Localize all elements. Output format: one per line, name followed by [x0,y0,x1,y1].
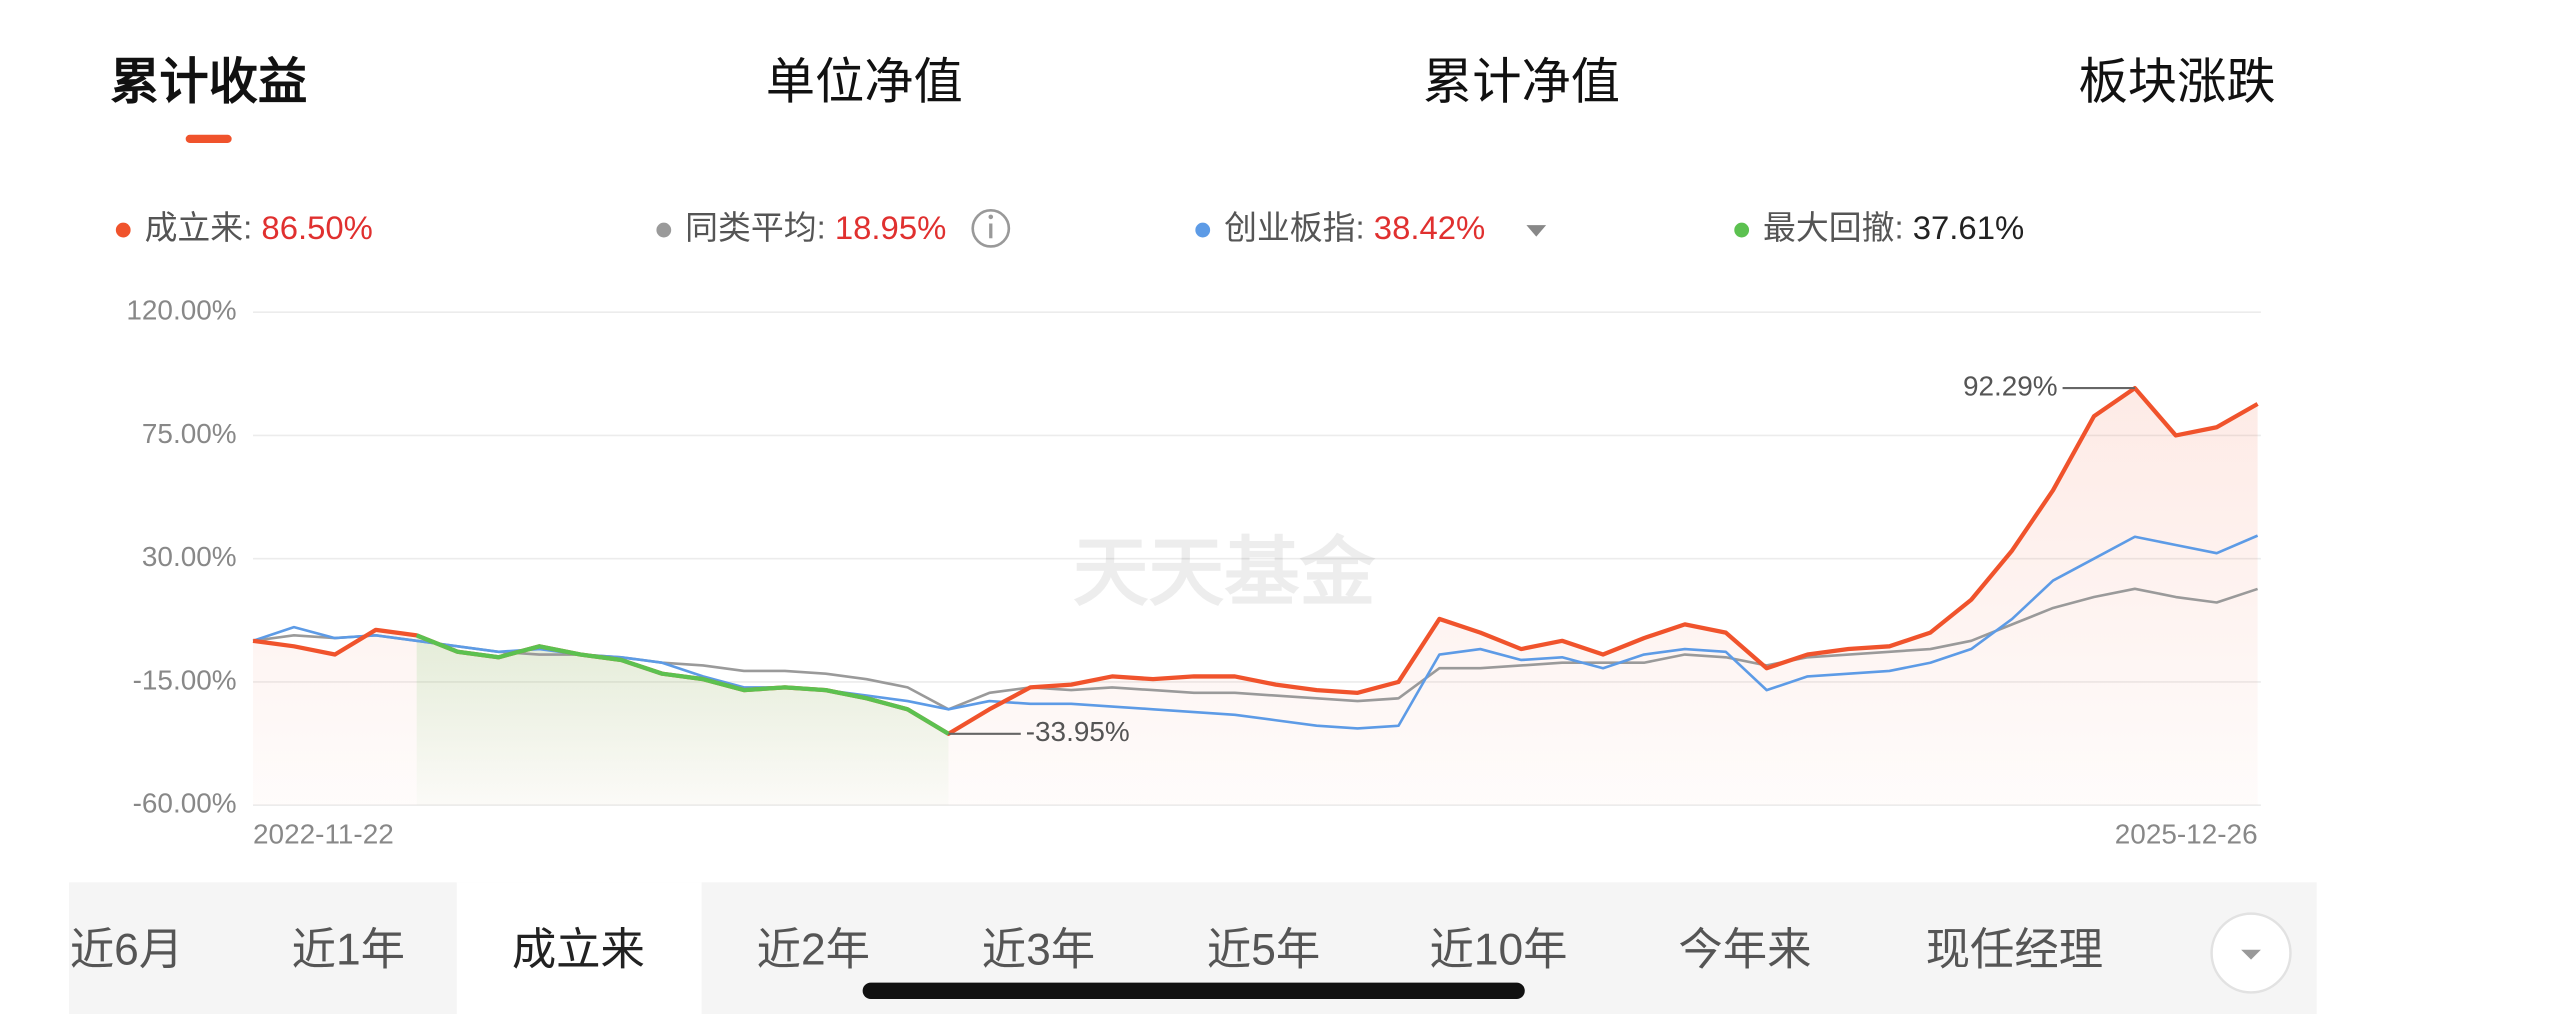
line [415,633,950,736]
period-tab[interactable]: 现任经理 [1926,926,2103,975]
legend-value: 37.61% [1913,209,2024,246]
legend-dot [656,222,672,238]
tab[interactable]: 累计净值 [1423,54,1620,109]
legend-dot [115,222,131,238]
period-tab[interactable]: 近6月 [70,926,183,975]
period-tab[interactable]: 近1年 [292,926,405,975]
legend-value: 86.50% [261,209,372,246]
dropdown-arrow[interactable] [1526,225,1547,237]
period-tab[interactable]: 近10年 [1429,926,1567,975]
legend-name: 同类平均 [685,209,816,246]
area-fill [416,635,949,806]
period-tab[interactable]: 近5年 [1207,926,1320,975]
period-more-arrow [2241,949,2261,960]
legend-dot [1195,222,1211,238]
legend-name: 最大回撤 [1763,209,1894,246]
y-tick-label: 120.00% [126,295,236,326]
annotation-label: -33.95% [1026,716,1130,747]
tab-underline [185,134,232,143]
legend-label: 成立来: 86.50% [145,209,373,246]
tab[interactable]: 单位净值 [766,54,963,109]
y-tick-label: 30.00% [142,541,237,572]
x-tick-label: 2025-12-26 [2115,819,2258,850]
y-tick-label: -15.00% [133,664,237,695]
home-indicator [862,982,1525,1000]
legend-dot [1734,222,1750,238]
tab[interactable]: 板块涨跌 [2079,54,2276,109]
legend-label: 同类平均: 18.95% [685,209,946,246]
period-tab[interactable]: 成立来 [512,926,645,975]
y-tick-label: 75.00% [142,418,237,449]
period-tab[interactable]: 近2年 [757,926,870,975]
y-tick-label: -60.00% [133,788,237,819]
legend-value: 38.42% [1374,209,1485,246]
info-icon[interactable] [971,209,1011,248]
legend-label: 创业板指: 38.42% [1224,209,1485,246]
period-tab[interactable]: 近3年 [982,926,1095,975]
watermark: 天天基金 [1073,531,1376,615]
period-active-bg [456,882,702,1014]
info-icon-dot [988,214,994,220]
tab[interactable]: 累计收益 [110,54,307,109]
annotation-label: 92.29% [1963,370,2058,401]
legend-name: 成立来 [145,209,244,246]
legend-label: 最大回撤: 37.61% [1763,209,2024,246]
legend-value: 18.95% [835,209,946,246]
x-tick-label: 2022-11-22 [253,819,394,850]
legend-name: 创业板指 [1224,209,1355,246]
period-tab[interactable]: 今年来 [1678,926,1811,975]
